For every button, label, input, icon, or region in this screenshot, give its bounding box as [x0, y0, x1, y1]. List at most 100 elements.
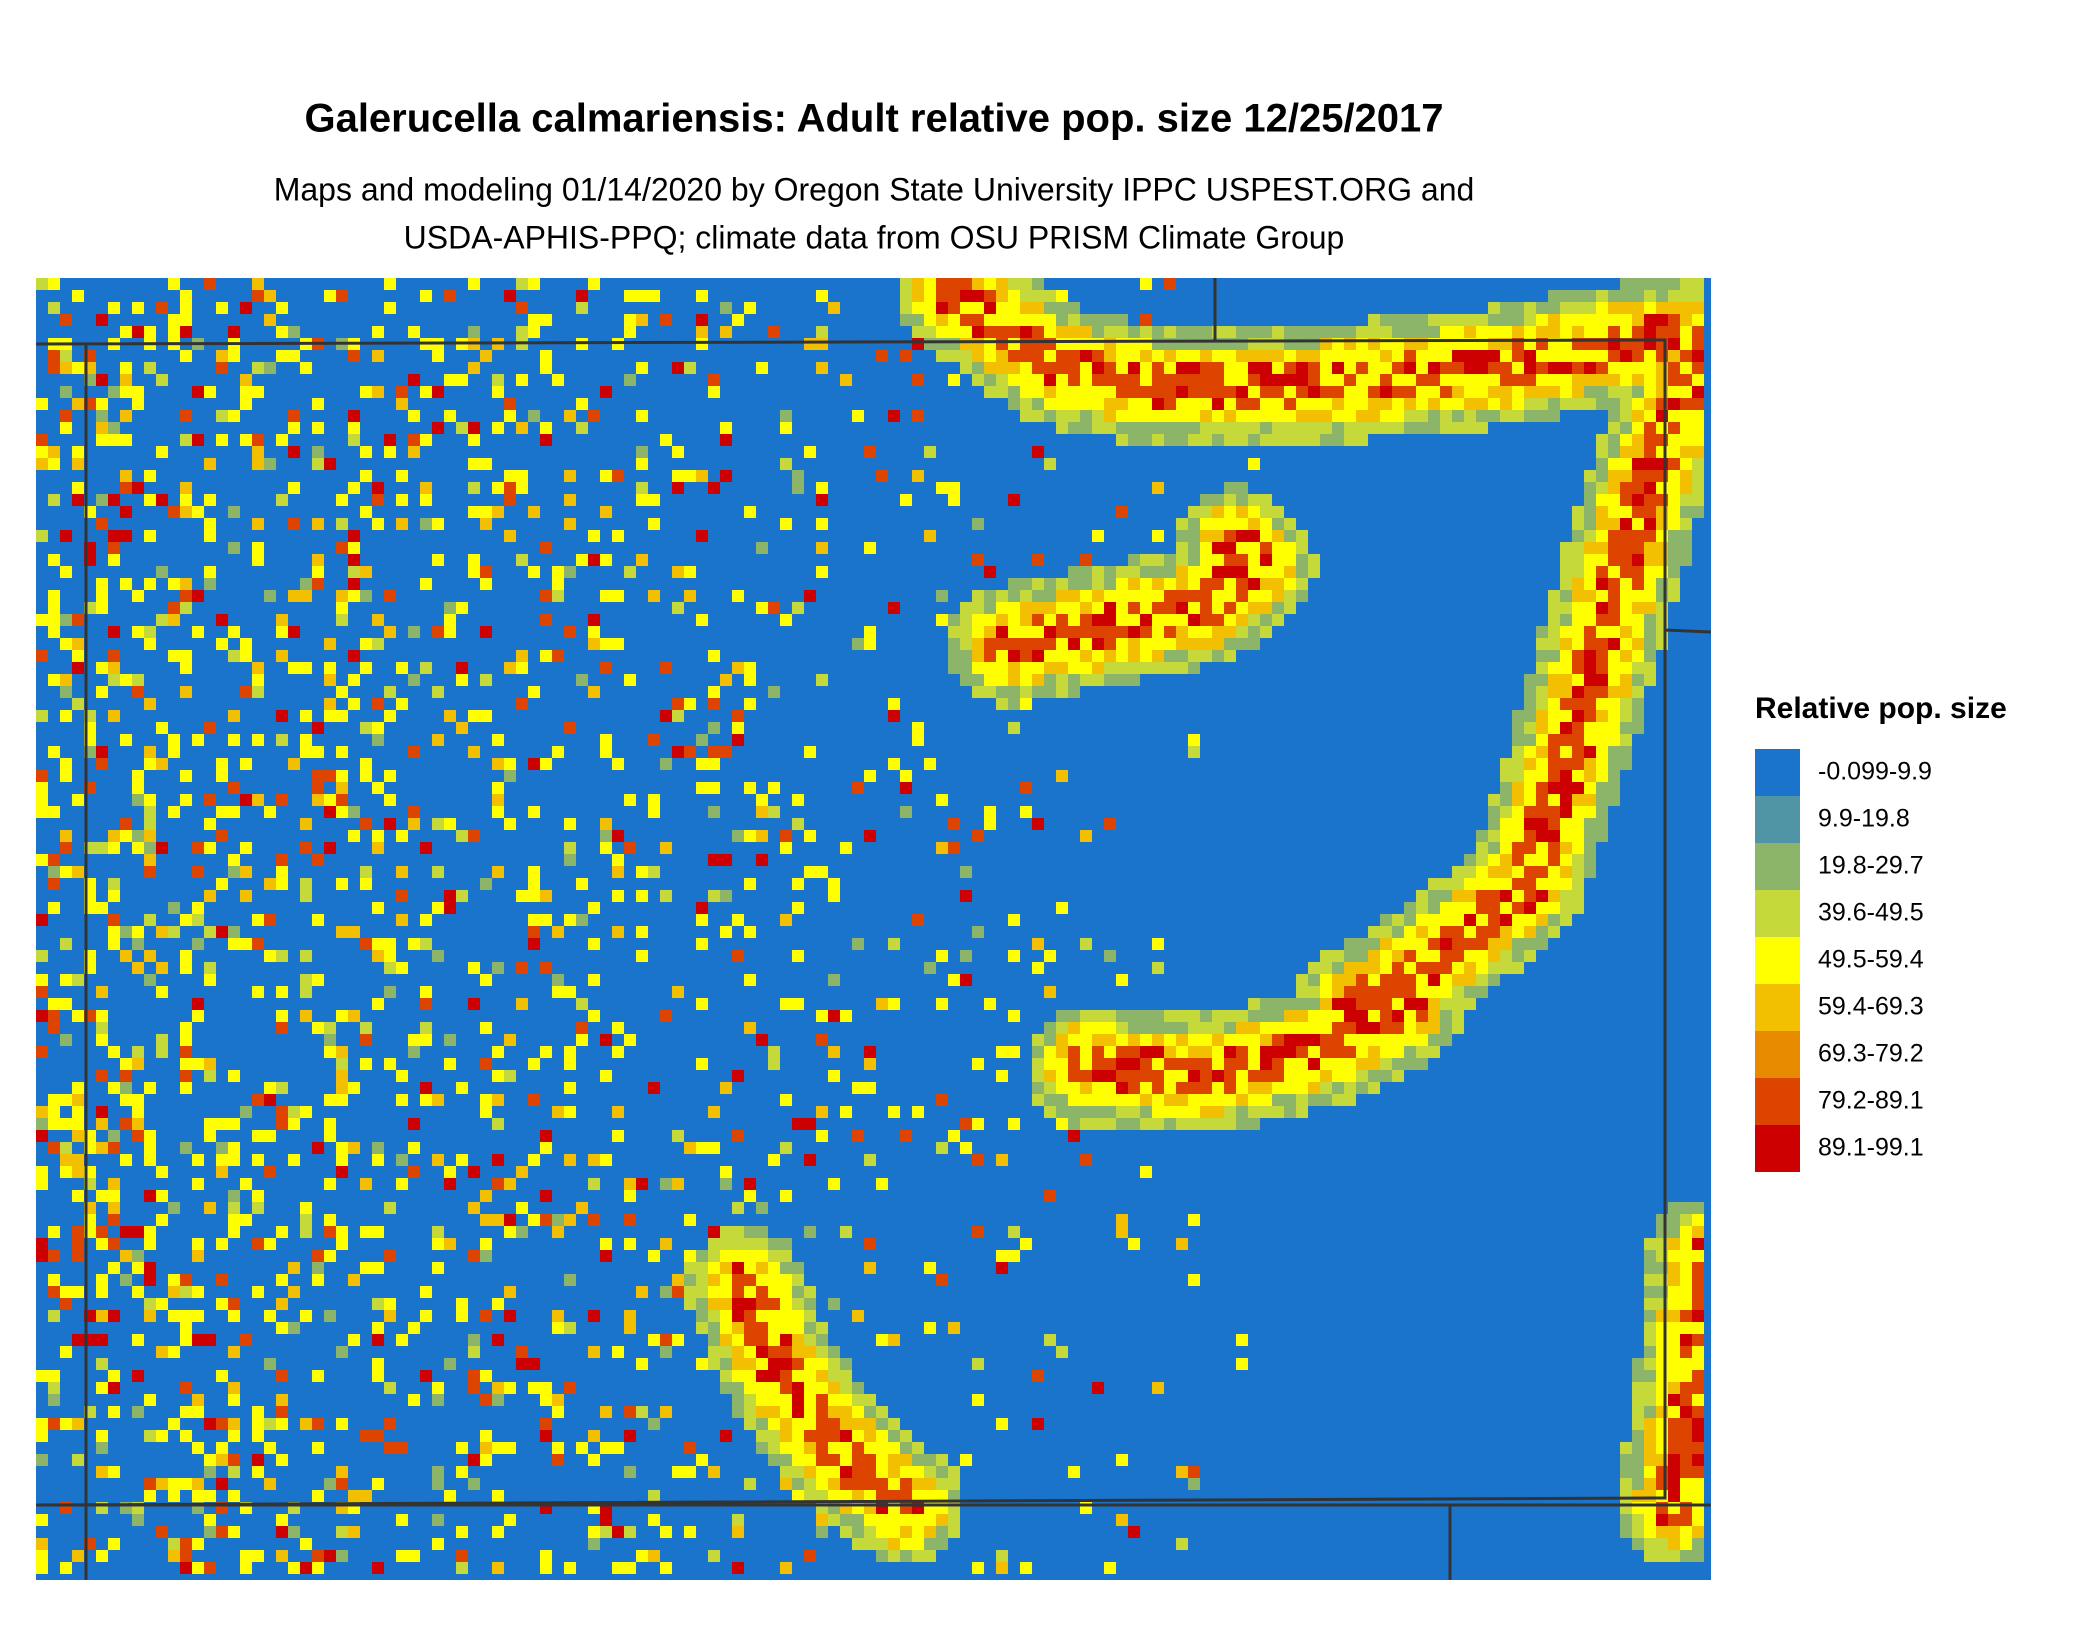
raster-cell	[1224, 566, 1236, 578]
raster-cell	[1596, 386, 1608, 398]
raster-cell	[1668, 1202, 1680, 1214]
raster-cell	[744, 506, 756, 518]
raster-cell	[144, 1142, 156, 1154]
raster-cell	[1212, 1058, 1224, 1070]
raster-cell	[312, 422, 324, 434]
raster-cell	[1200, 1070, 1212, 1082]
raster-cell	[36, 974, 48, 986]
raster-cell	[1668, 1214, 1680, 1226]
raster-cell	[960, 866, 972, 878]
raster-cell	[588, 1346, 600, 1358]
raster-cell	[48, 1118, 60, 1130]
raster-cell	[180, 1286, 192, 1298]
raster-cell	[660, 434, 672, 446]
raster-cell	[1140, 374, 1152, 386]
raster-cell	[732, 1286, 744, 1298]
raster-cell	[1140, 590, 1152, 602]
raster-cell	[912, 374, 924, 386]
raster-cell	[480, 974, 492, 986]
raster-cell	[888, 698, 900, 710]
raster-cell	[972, 314, 984, 326]
raster-cell	[804, 1286, 816, 1298]
raster-cell	[996, 674, 1008, 686]
raster-cell	[432, 1262, 444, 1274]
raster-cell	[1680, 1394, 1692, 1406]
raster-cell	[1056, 422, 1068, 434]
raster-cell	[252, 1202, 264, 1214]
raster-cell	[612, 758, 624, 770]
raster-cell	[1608, 698, 1620, 710]
raster-cell	[420, 434, 432, 446]
raster-cell	[1188, 362, 1200, 374]
raster-cell	[1044, 1058, 1056, 1070]
raster-cell	[1104, 1046, 1116, 1058]
raster-cell	[1116, 1094, 1128, 1106]
raster-cell	[708, 1262, 720, 1274]
raster-cell	[804, 1550, 816, 1562]
raster-cell	[1584, 386, 1596, 398]
raster-cell	[1008, 290, 1020, 302]
raster-cell	[1008, 374, 1020, 386]
raster-cell	[36, 770, 48, 782]
raster-cell	[1032, 1370, 1044, 1382]
raster-cell	[1296, 590, 1308, 602]
raster-cell	[1692, 1214, 1704, 1226]
raster-cell	[1116, 1058, 1128, 1070]
raster-cell	[1668, 1346, 1680, 1358]
raster-cell	[1668, 1394, 1680, 1406]
raster-cell	[648, 806, 660, 818]
raster-cell	[132, 626, 144, 638]
raster-cell	[1668, 1310, 1680, 1322]
raster-cell	[1404, 1022, 1416, 1034]
raster-cell	[1332, 374, 1344, 386]
raster-cell	[732, 1226, 744, 1238]
raster-cell	[1140, 1022, 1152, 1034]
raster-cell	[288, 446, 300, 458]
raster-cell	[1692, 482, 1704, 494]
raster-cell	[1284, 1058, 1296, 1070]
raster-cell	[792, 1382, 804, 1394]
raster-cell	[1644, 1334, 1656, 1346]
raster-cell	[540, 1046, 552, 1058]
raster-cell	[444, 1166, 456, 1178]
raster-cell	[1032, 362, 1044, 374]
raster-cell	[1356, 422, 1368, 434]
raster-cell	[1104, 362, 1116, 374]
raster-cell	[1692, 1298, 1704, 1310]
raster-cell	[888, 1478, 900, 1490]
raster-cell	[1524, 842, 1536, 854]
raster-cell	[36, 1454, 48, 1466]
raster-cell	[1128, 1070, 1140, 1082]
raster-cell	[1524, 902, 1536, 914]
raster-cell	[36, 854, 48, 866]
raster-cell	[1044, 410, 1056, 422]
raster-cell	[1392, 1022, 1404, 1034]
raster-cell	[1536, 398, 1548, 410]
raster-cell	[1200, 554, 1212, 566]
raster-cell	[1008, 350, 1020, 362]
raster-cell	[228, 1118, 240, 1130]
raster-cell	[732, 722, 744, 734]
raster-cell	[1440, 926, 1452, 938]
raster-cell	[1500, 830, 1512, 842]
raster-cell	[36, 1562, 48, 1574]
raster-cell	[1560, 722, 1572, 734]
raster-cell	[1140, 314, 1152, 326]
raster-cell	[1188, 542, 1200, 554]
raster-cell	[1536, 938, 1548, 950]
raster-cell	[1488, 890, 1500, 902]
raster-cell	[1212, 566, 1224, 578]
raster-cell	[1440, 938, 1452, 950]
raster-cell	[1044, 626, 1056, 638]
raster-cell	[252, 794, 264, 806]
raster-cell	[1164, 662, 1176, 674]
raster-cell	[1644, 1526, 1656, 1538]
raster-cell	[468, 422, 480, 434]
raster-cell	[72, 446, 84, 458]
raster-cell	[1140, 434, 1152, 446]
raster-cell	[1380, 938, 1392, 950]
raster-cell	[564, 1082, 576, 1094]
raster-cell	[1668, 1490, 1680, 1502]
raster-cell	[888, 758, 900, 770]
raster-cell	[1596, 542, 1608, 554]
